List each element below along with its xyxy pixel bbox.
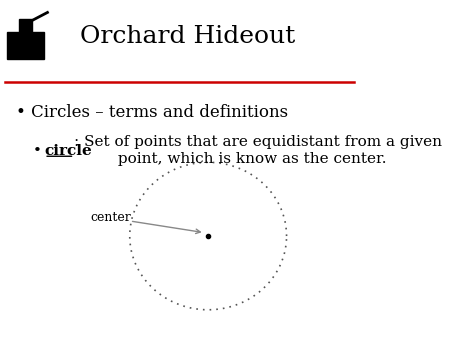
Polygon shape bbox=[7, 19, 44, 58]
Text: circle: circle bbox=[44, 144, 92, 158]
Text: Orchard Hideout: Orchard Hideout bbox=[80, 25, 295, 48]
Text: : Set of points that are equidistant from a given
         point, which is know : : Set of points that are equidistant fro… bbox=[74, 136, 442, 166]
Text: center: center bbox=[90, 211, 131, 224]
Text: •: • bbox=[33, 144, 47, 158]
Text: Solo Math: Solo Math bbox=[9, 55, 29, 59]
Text: • Circles – terms and definitions: • Circles – terms and definitions bbox=[16, 103, 288, 121]
